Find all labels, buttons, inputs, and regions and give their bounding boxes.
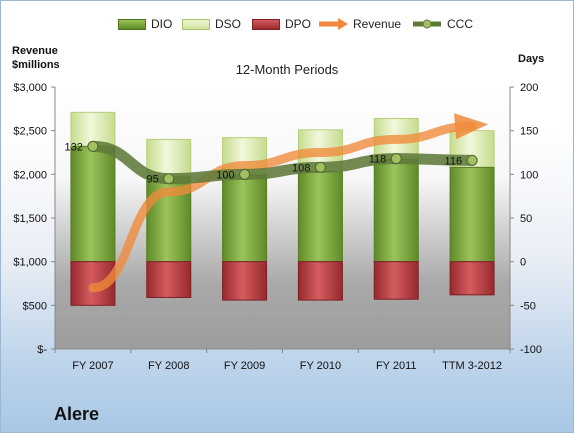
legend-label-dio: DIO <box>151 17 173 31</box>
left-tick-label: $3,000 <box>13 82 47 94</box>
ccc-point <box>239 168 251 180</box>
left-tick-label: $1,000 <box>13 257 47 269</box>
bar-dio <box>449 166 495 263</box>
left-tick-label: $1,500 <box>13 213 47 225</box>
left-axis-title: Revenue $millions <box>12 44 60 72</box>
left-tick-label: $2,500 <box>13 126 47 138</box>
legend-item-ccc: CCC <box>412 14 473 34</box>
ccc-point <box>163 173 175 185</box>
legend-label-dpo: DPO <box>285 17 312 31</box>
x-tick-label: FY 2011 <box>376 360 417 372</box>
bar-dpo <box>449 261 495 296</box>
bar-dio <box>70 145 116 263</box>
left-tick-label: $500 <box>23 300 47 312</box>
right-tick-label: -50 <box>520 300 536 312</box>
legend-item-dio: DIO <box>118 14 172 34</box>
x-tick-label: FY 2008 <box>148 360 189 372</box>
left-axis-title-line1: Revenue <box>12 45 58 57</box>
bar-dpo <box>222 261 268 301</box>
ccc-point <box>466 154 478 166</box>
legend-label-revenue: Revenue <box>353 17 402 31</box>
bar-dpo <box>297 261 343 301</box>
ccc-data-label: 132 <box>65 141 83 153</box>
ccc-line-icon <box>413 19 441 29</box>
bar-dpo <box>373 261 419 300</box>
ccc-point <box>390 153 402 165</box>
revenue-arrow-line <box>88 121 477 293</box>
x-tick-label: FY 2010 <box>300 360 341 372</box>
ccc-data-label: 100 <box>216 169 234 181</box>
x-tick-label: FY 2007 <box>72 360 113 372</box>
x-tick-label: FY 2009 <box>224 360 265 372</box>
legend-item-dpo: DPO <box>252 14 311 34</box>
x-tick-label: TTM 3-2012 <box>442 360 502 372</box>
legend-label-ccc: CCC <box>447 17 473 31</box>
left-axis-title-line2: $millions <box>12 59 60 71</box>
right-tick-label: 200 <box>520 82 538 94</box>
bar-dpo <box>146 261 192 298</box>
revenue-arrow-icon <box>319 18 348 30</box>
right-tick-label: 0 <box>520 257 526 269</box>
company-name: Alere <box>54 404 100 424</box>
legend-label-dso: DSO <box>215 17 242 31</box>
ccc-data-label: 108 <box>292 162 310 174</box>
ccc-data-label: 95 <box>147 174 159 186</box>
legend-item-dso: DSO <box>182 14 241 34</box>
right-tick-label: 50 <box>520 213 532 225</box>
ccc-data-label: 118 <box>369 154 387 166</box>
legend-item-revenue: Revenue <box>318 14 401 34</box>
right-tick-label: -100 <box>520 344 542 356</box>
dso-swatch-icon <box>182 18 210 30</box>
ccc-point <box>314 161 326 173</box>
right-axis-title: Days <box>518 53 545 65</box>
bar-dso <box>70 111 116 147</box>
ccc-data-label: 116 <box>445 155 463 167</box>
bar-dio <box>373 158 419 263</box>
bar-dio <box>297 171 343 263</box>
dpo-swatch-icon <box>252 18 280 30</box>
chart-title: 12-Month Periods <box>235 62 339 77</box>
dio-swatch-icon <box>118 18 146 30</box>
legend: DIO DSO DPO Revenue CCC <box>0 14 574 34</box>
bar-dso <box>146 138 192 178</box>
revenue-arrow-head <box>454 113 489 140</box>
left-tick-label: $2,000 <box>13 169 47 181</box>
right-tick-label: 100 <box>520 169 538 181</box>
ccc-point <box>87 140 99 152</box>
bar-dio <box>222 174 268 263</box>
right-tick-label: 150 <box>520 126 538 138</box>
left-tick-label: $- <box>37 344 47 356</box>
